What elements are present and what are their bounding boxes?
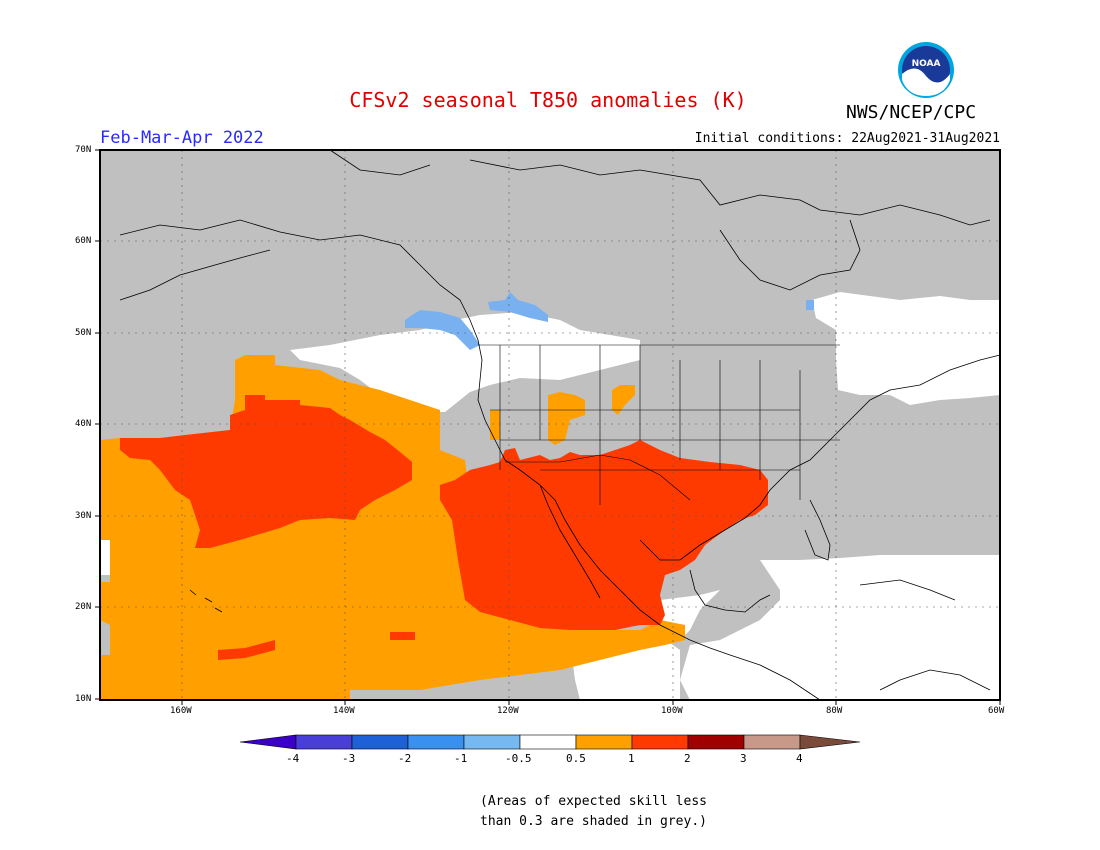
red-anomaly-mexico-south-us xyxy=(440,440,768,630)
initial-conditions: Initial conditions: 22Aug2021-31Aug2021 xyxy=(694,131,1000,146)
skill-note-line-2: than 0.3 are shaded in grey.) xyxy=(480,814,707,829)
lon-label: 120W xyxy=(497,706,519,716)
red-anomaly-south-pacific-small xyxy=(218,640,275,660)
colorbar-swatch-4 xyxy=(463,734,521,750)
white-anomaly-pacific-nw xyxy=(290,312,640,412)
chart-title: CFSv2 seasonal T850 anomalies (K) xyxy=(349,88,747,112)
colorbar-swatch-9 xyxy=(743,734,801,750)
lon-label: 100W xyxy=(661,706,683,716)
red-anomaly-hawaii-small xyxy=(390,632,415,640)
skill-note-line-1: (Areas of expected skill less xyxy=(480,794,707,809)
colorbar-swatch-above-4 xyxy=(799,734,861,750)
map-frame xyxy=(99,149,1001,701)
colorbar-swatch-1 xyxy=(295,734,353,750)
lat-label: 30N xyxy=(75,511,92,521)
lon-label: 160W xyxy=(170,706,192,716)
lon-label: 80W xyxy=(826,706,843,716)
map-area xyxy=(100,150,1000,700)
colorbar-label: -1 xyxy=(454,752,468,765)
red-anomaly-central-pacific xyxy=(120,395,412,548)
lon-label: 60W xyxy=(988,706,1005,716)
noaa-logo: NOAA xyxy=(898,42,954,98)
colorbar-label: 1 xyxy=(628,752,635,765)
blue-anomaly-bc-coast xyxy=(405,310,480,350)
graticule xyxy=(100,150,1000,700)
lat-label: 70N xyxy=(75,145,92,155)
colorbar-label: -0.5 xyxy=(505,752,532,765)
axis-ticks xyxy=(95,149,1001,705)
lat-label: 20N xyxy=(75,602,92,612)
colorbar-swatch-7 xyxy=(631,734,689,750)
lon-label: 140W xyxy=(333,706,355,716)
orange-anomaly-southwest-us xyxy=(548,392,585,445)
colorbar-label: 0.5 xyxy=(566,752,586,765)
white-anomaly-hawaii-west xyxy=(100,540,110,575)
blue-anomaly-bc-interior xyxy=(488,292,548,322)
logo-text: NOAA xyxy=(912,59,941,69)
skill-note: (Areas of expected skill less than 0.3 a… xyxy=(480,792,707,832)
colorbar-swatch-5 xyxy=(519,734,577,750)
colorbar-label: 3 xyxy=(740,752,747,765)
colorbar-swatch-6 xyxy=(575,734,633,750)
colorbar-label: 4 xyxy=(796,752,803,765)
political-borders xyxy=(478,344,840,505)
colorbar-swatch-8 xyxy=(687,734,745,750)
white-anomaly-northeast xyxy=(812,292,1000,405)
colorbar-label: -2 xyxy=(398,752,412,765)
blue-anomaly-hudson xyxy=(806,300,814,310)
colorbar-label: -3 xyxy=(342,752,356,765)
orange-anomaly-nevada xyxy=(490,410,500,440)
colorbar-swatch-3 xyxy=(407,734,465,750)
lat-label: 40N xyxy=(75,419,92,429)
forecast-period: Feb-Mar-Apr 2022 xyxy=(100,128,264,148)
orange-anomaly-colorado xyxy=(612,385,635,415)
colorbar-swatch-below-4 xyxy=(239,734,297,750)
lat-label: 10N xyxy=(75,694,92,704)
lat-label: 50N xyxy=(75,328,92,338)
lat-label: 60N xyxy=(75,236,92,246)
colorbar-label: -4 xyxy=(286,752,300,765)
colorbar-label: 2 xyxy=(684,752,691,765)
colorbar-swatch-2 xyxy=(351,734,409,750)
agency-label: NWS/NCEP/CPC xyxy=(846,102,977,123)
colorbar xyxy=(239,734,861,750)
white-anomaly-caribbean xyxy=(680,555,1000,700)
